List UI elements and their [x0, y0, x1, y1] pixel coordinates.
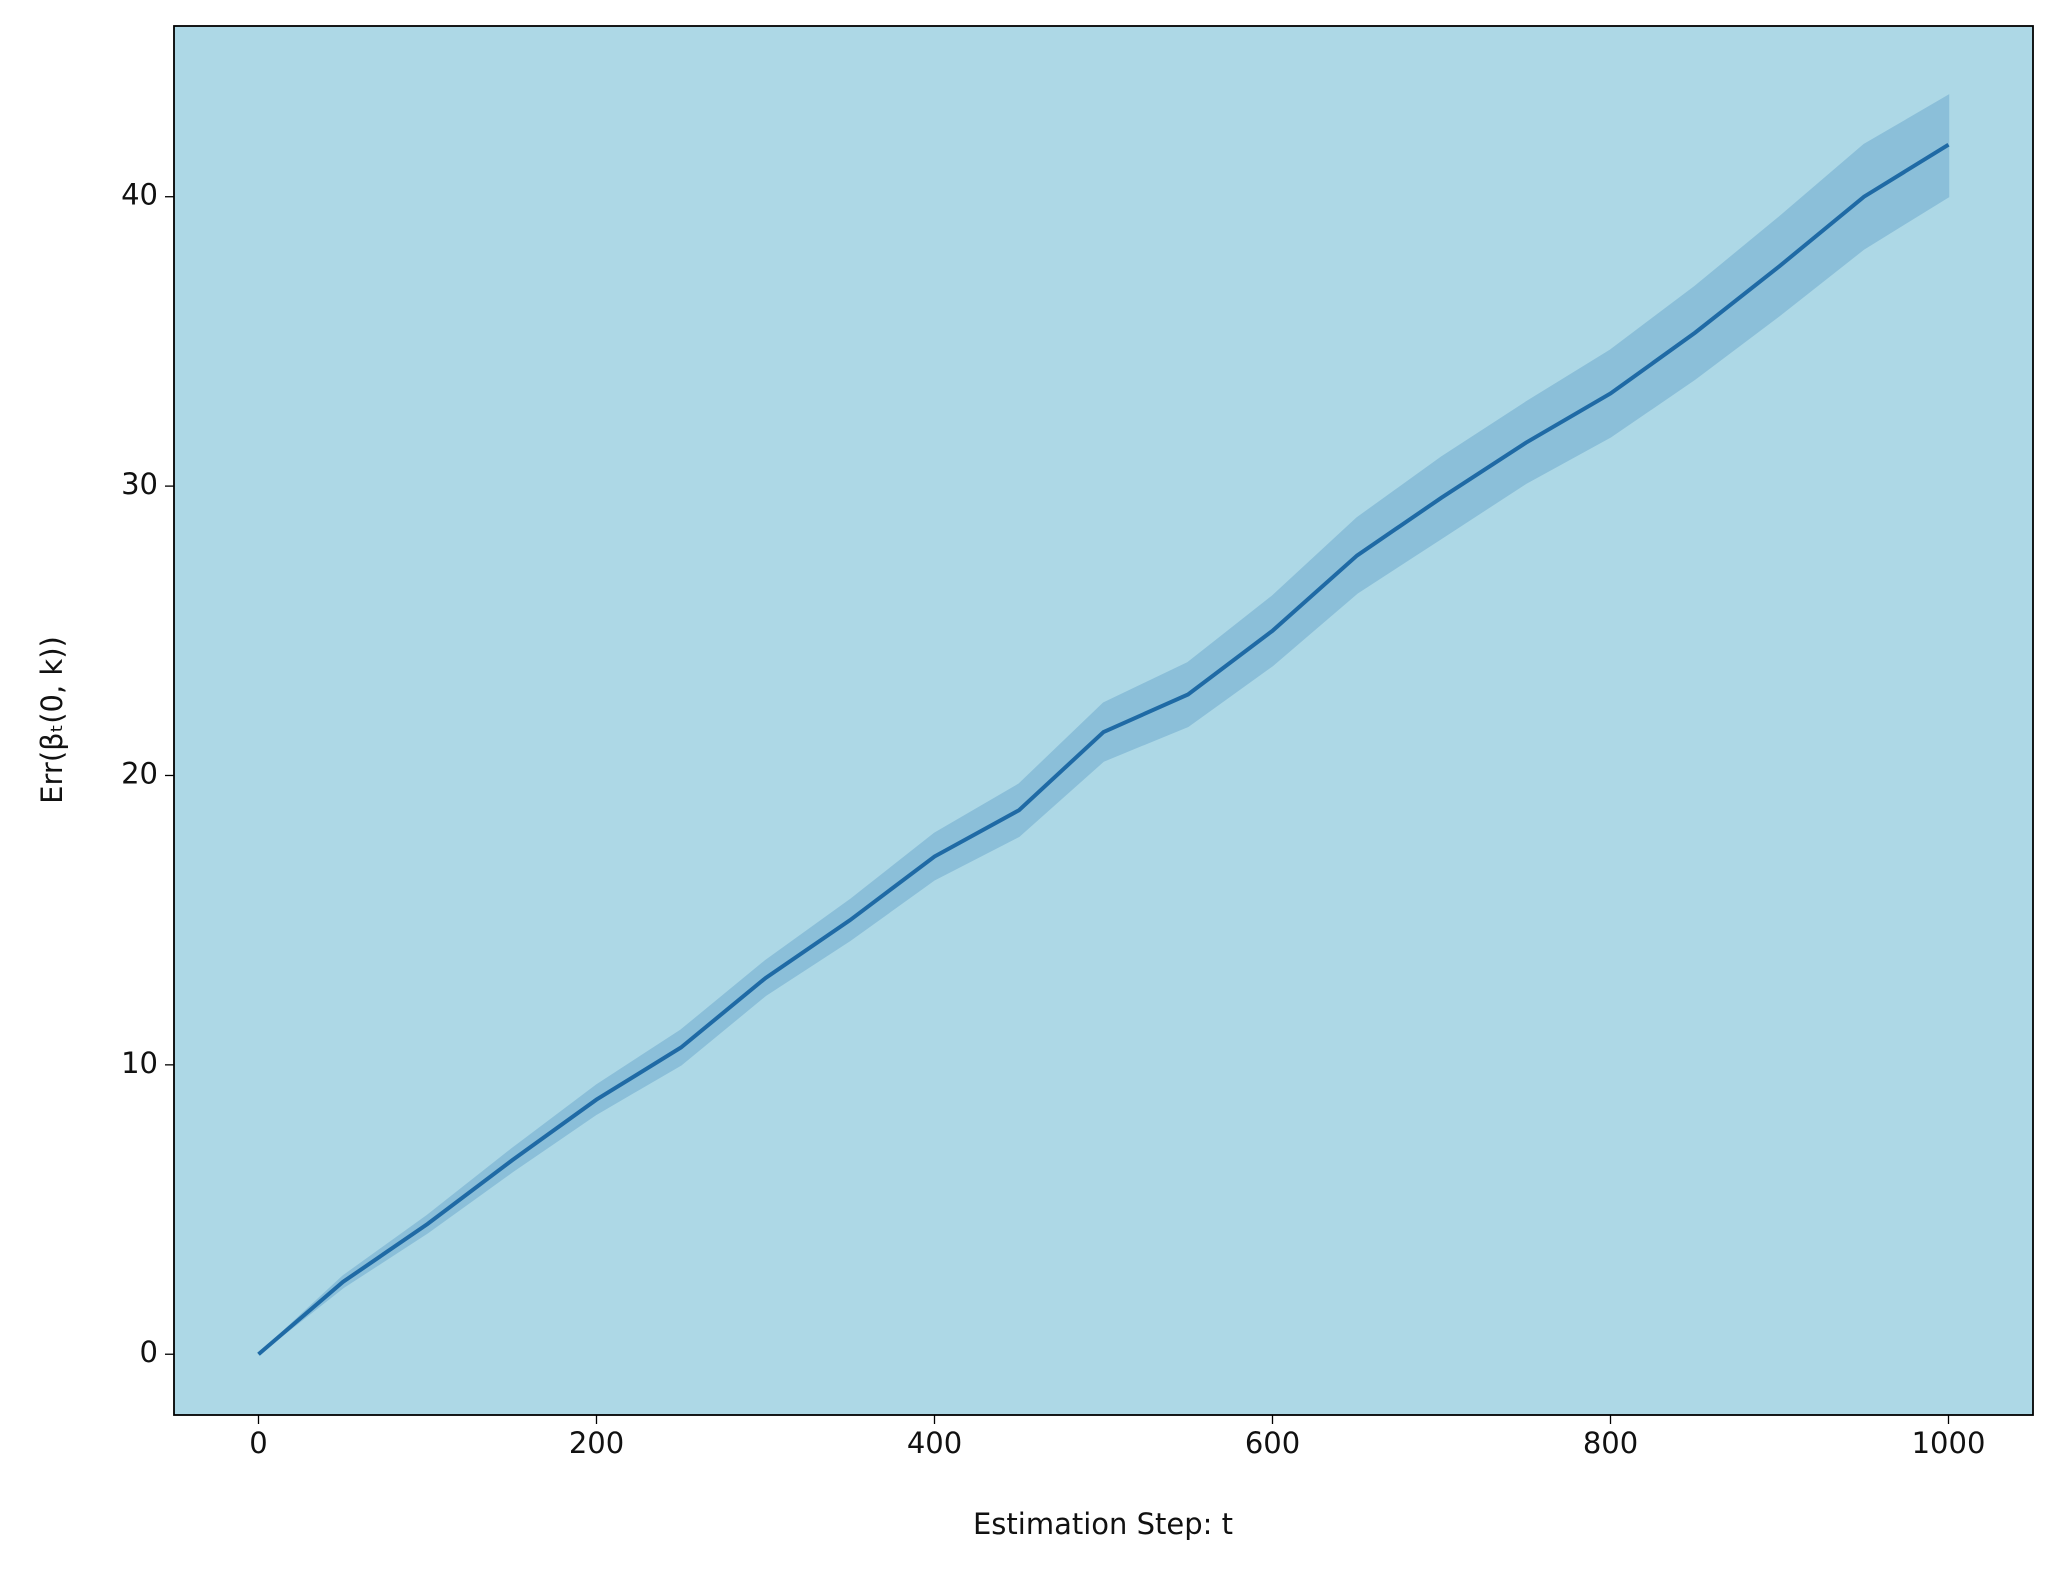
- y-tick-label: 40: [121, 178, 158, 212]
- plot-frame: [173, 25, 2034, 1416]
- x-tick-label: 600: [1245, 1426, 1300, 1460]
- y-tick-label: 0: [140, 1335, 158, 1369]
- y-tick-label: 30: [121, 467, 158, 501]
- x-tick-label: 0: [249, 1426, 267, 1460]
- line: [257, 142, 1950, 1356]
- x-tick-label: 400: [907, 1426, 962, 1460]
- x-tick-label: 200: [569, 1426, 624, 1460]
- x-tick-label: 800: [1583, 1426, 1638, 1460]
- y-tick-label: 20: [121, 756, 158, 790]
- y-axis-label: Err(βₜ(0, k)): [35, 636, 69, 804]
- y-tick-label: 10: [121, 1046, 158, 1080]
- x-tick-label: 1000: [1912, 1426, 1986, 1460]
- x-axis-label: Estimation Step: t: [973, 1507, 1233, 1541]
